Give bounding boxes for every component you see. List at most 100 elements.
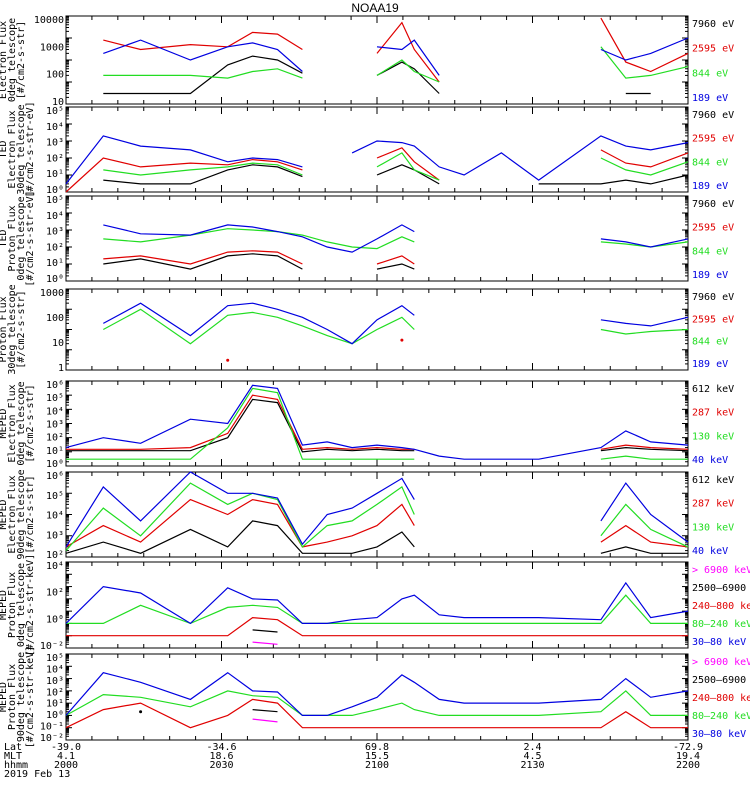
legend-entry-2500-6900: 2500–6900 <box>692 675 746 686</box>
x-row-value: 69.8 <box>365 742 389 753</box>
legend-entry-80-240-kev: 80–240 keV <box>692 619 750 630</box>
legend-entry-130-kev: 130 keV <box>692 522 734 533</box>
series-line-844-ev <box>103 68 303 79</box>
series-line-7960-ev <box>103 55 303 95</box>
legend-entry-30-80-kev: 30–80 keV <box>692 729 746 740</box>
y-tick-label: 10⁻² <box>40 641 64 652</box>
legend-entry-40-kev: 40 keV <box>692 455 728 466</box>
legend-entry-189-ev: 189 eV <box>692 181 728 192</box>
y-tick-label: 10¹ <box>46 258 64 269</box>
legend-entry-844-ev: 844 eV <box>692 157 728 168</box>
y-axis-label: [#/cm2-s-str-keV] <box>25 646 36 748</box>
y-tick-label: 10⁰ <box>46 614 64 625</box>
legend-entry-7960-ev: 7960 eV <box>692 110 734 121</box>
y-axis-label: 90deg telescope <box>16 652 27 742</box>
legend-entry-7960-ev: 7960 eV <box>692 19 734 30</box>
series-line-2595-ev <box>600 17 689 73</box>
y-tick-label: 10⁰ <box>46 459 64 470</box>
series-point-2595-ev <box>400 338 404 342</box>
series-line-2500-6900 <box>252 709 278 713</box>
x-row-value: 2100 <box>365 760 389 771</box>
y-tick-label: 10⁵ <box>46 653 64 664</box>
legend-entry-287-kev: 287 keV <box>692 408 734 419</box>
legend-entry-30-80-kev: 30–80 keV <box>692 637 746 648</box>
date-label: 2019 Feb 13 <box>4 769 70 780</box>
series-line-189-ev <box>65 135 303 185</box>
y-tick-label: 1000 <box>40 288 64 299</box>
series-line-7960-ev <box>103 164 303 185</box>
y-tick-label: 10² <box>46 153 64 164</box>
series-line-2595-ev <box>600 149 689 168</box>
figure-title: NOAA19 <box>351 1 399 15</box>
y-tick-label: 10⁴ <box>46 122 64 133</box>
y-axis-label: [#/cm2-s-str] <box>16 290 27 368</box>
y-tick-label: 10² <box>46 242 64 253</box>
y-tick-label: 10² <box>46 433 64 444</box>
series-line-40-kev <box>65 384 689 460</box>
y-axis-label: Proton Flux <box>0 296 9 362</box>
legend-entry-189-ev: 189 eV <box>692 270 728 281</box>
series-line-40-kev <box>600 482 689 543</box>
y-tick-label: 1000 <box>40 42 64 53</box>
series-line-2595-ev <box>376 255 415 265</box>
y-axis-label: MEPED <box>0 408 9 438</box>
y-axis-label: MEPED <box>0 590 9 620</box>
series-line-80-240-kev <box>65 690 688 717</box>
series-line-30-80-kev <box>65 581 689 625</box>
y-tick-label: 100 <box>46 313 64 324</box>
x-row-value: 2130 <box>520 760 544 771</box>
legend-entry-844-ev: 844 eV <box>692 68 728 79</box>
y-axis-label: Electron Flux <box>7 384 18 462</box>
series-line-844-ev <box>376 152 440 181</box>
series-line-844-ev <box>103 162 303 176</box>
y-tick-label: 10¹ <box>46 699 64 710</box>
series-line-130-kev <box>600 455 688 460</box>
y-tick-label: 10² <box>46 588 64 599</box>
panel-frame-2 <box>65 106 689 193</box>
y-tick-label: 10³ <box>46 227 64 238</box>
y-axis-label: TED <box>0 140 9 158</box>
y-tick-label: 10³ <box>46 530 64 541</box>
y-axis-label: [#/cm2-s-str] <box>16 21 27 99</box>
series-line-844-ev <box>103 228 415 250</box>
y-tick-label: 10⁴ <box>46 211 64 222</box>
series-line-189-ev <box>376 39 440 76</box>
y-tick-label: 10⁵ <box>46 393 64 404</box>
series-line-189-ev <box>600 238 689 248</box>
series-line-2595-ev <box>376 21 440 83</box>
series-line-189-ev <box>600 316 689 327</box>
series-line-2595-ev <box>376 147 440 181</box>
y-axis-label: [#/cm2-s-str-eV] <box>25 101 36 197</box>
x-row-value: -39.0 <box>51 742 81 753</box>
y-tick-label: 10⁰ <box>46 274 64 285</box>
y-tick-label: 10⁴ <box>46 664 64 675</box>
legend-entry-130-kev: 130 keV <box>692 431 734 442</box>
y-axis-label: [#/cm2-s-str] <box>25 384 36 462</box>
y-tick-label: 10¹ <box>46 446 64 457</box>
y-axis-label: Electron Flux <box>7 475 18 553</box>
y-axis-label: 0deg telescope <box>16 563 27 647</box>
legend-entry-2595-ev: 2595 eV <box>692 223 734 234</box>
y-tick-label: 10⁰ <box>46 710 64 721</box>
legend-entry-612-kev: 612 keV <box>692 384 734 395</box>
x-row-value: 18.6 <box>209 751 233 762</box>
x-row-value: -34.6 <box>206 742 236 753</box>
series-line-189-ev <box>103 302 415 345</box>
series-line-40-kev <box>65 471 415 548</box>
series-line-2595-ev <box>103 31 303 51</box>
y-axis-label: 90deg telescope <box>16 469 27 559</box>
series-point-2500-6900 <box>139 710 143 714</box>
legend-entry-80-240-kev: 80–240 keV <box>692 711 750 722</box>
legend-entry-7960-ev: 7960 eV <box>692 292 734 303</box>
y-tick-label: 10³ <box>46 420 64 431</box>
series-line-130-kev <box>66 387 415 460</box>
series-line-844-ev <box>600 157 689 176</box>
series-line-2595-ev <box>65 157 303 193</box>
series-line-6900-kev <box>252 718 278 723</box>
series-line-7960-ev <box>103 253 303 270</box>
y-tick-label: 10⁴ <box>46 561 64 572</box>
series-line-189-ev <box>600 37 689 61</box>
x-row-value: 15.5 <box>365 751 389 762</box>
series-line-612-kev <box>600 446 689 452</box>
